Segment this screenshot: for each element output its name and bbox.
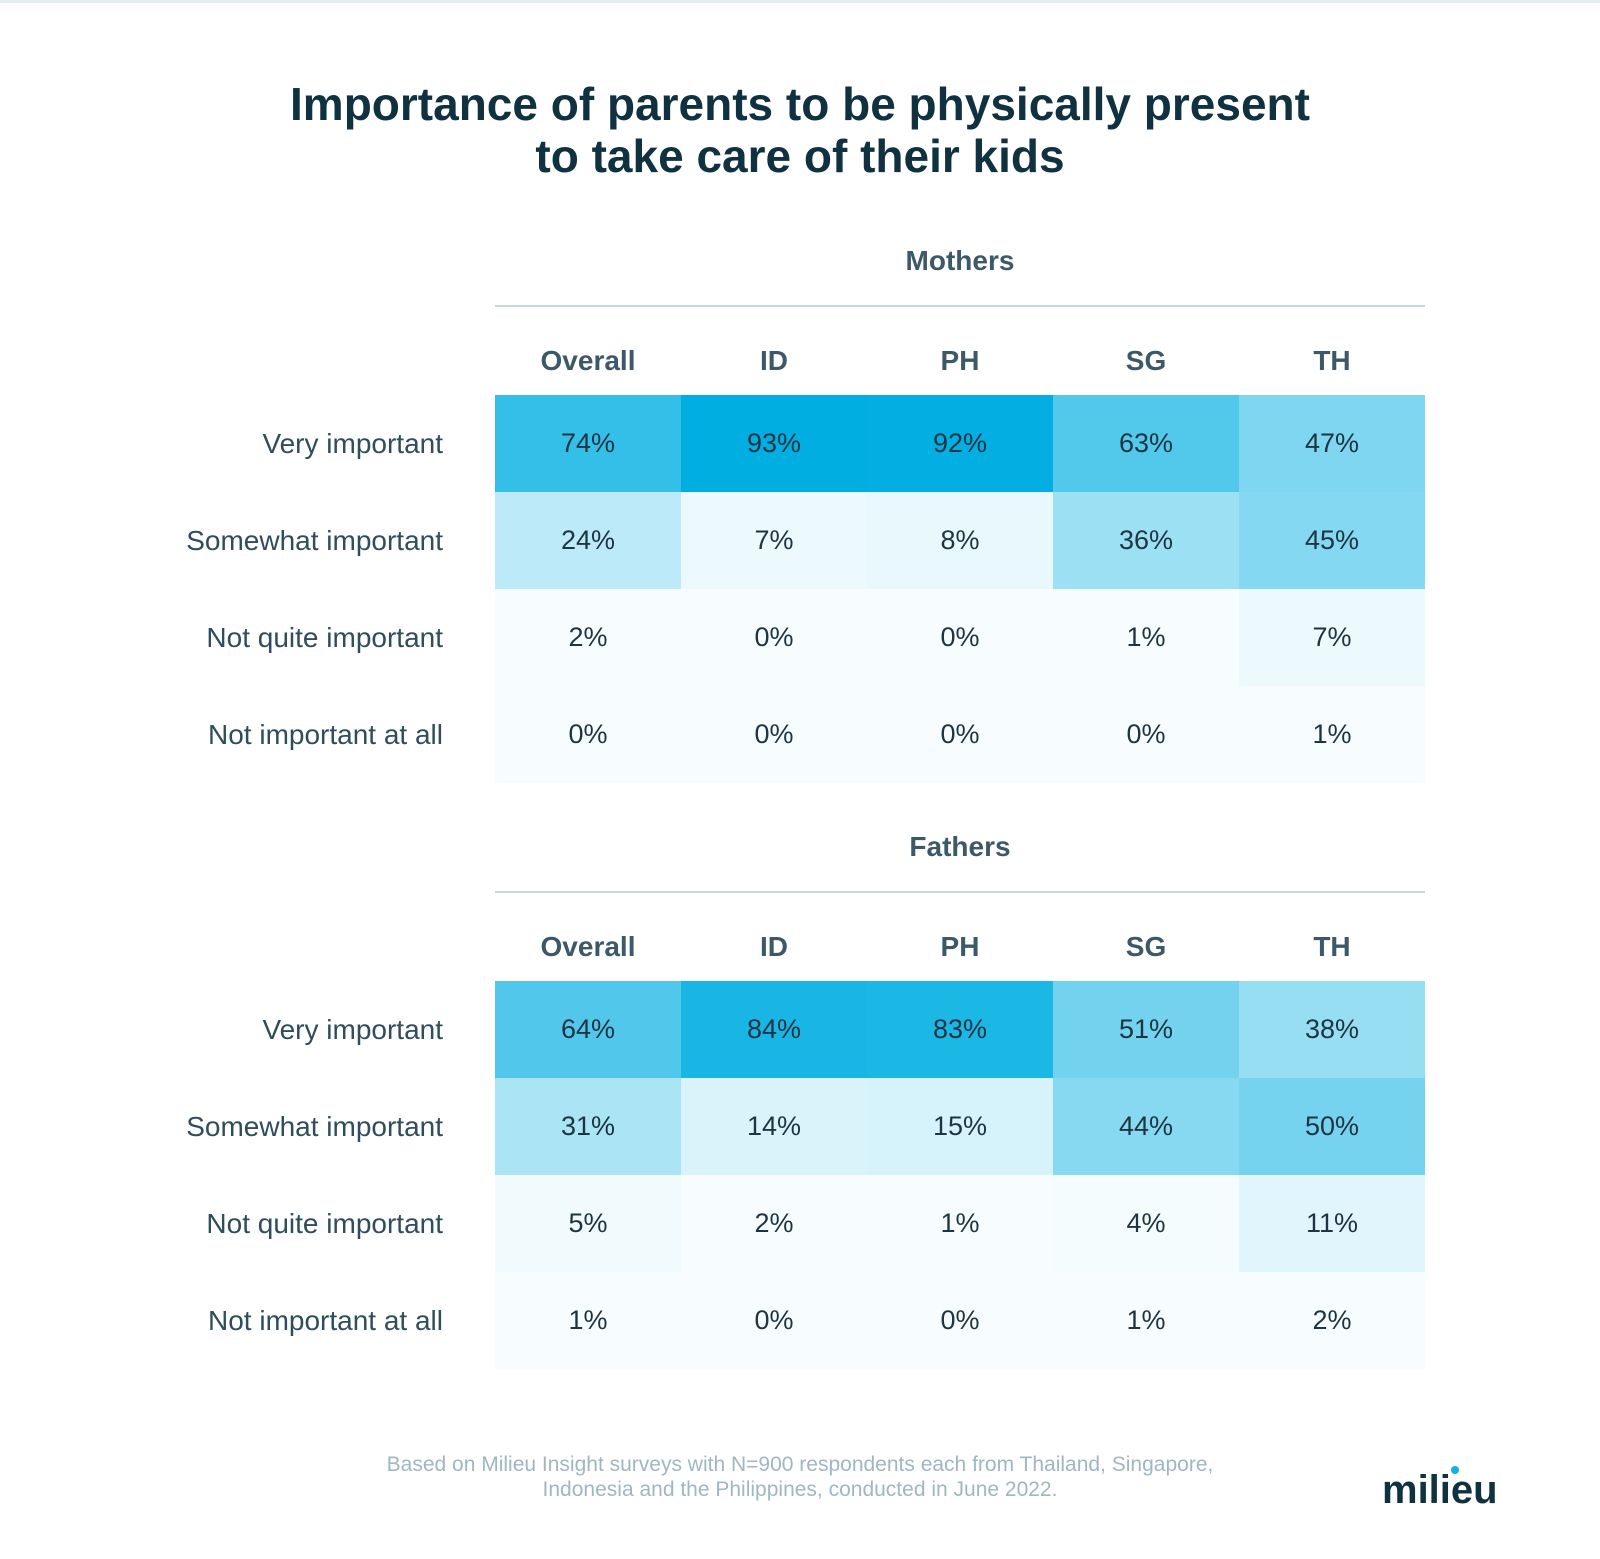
- heatmap-cell: 7%: [681, 492, 867, 589]
- heatmap-cell: 14%: [681, 1078, 867, 1175]
- column-header-th: TH: [1313, 931, 1351, 962]
- heatmap-cell: 5%: [495, 1175, 681, 1272]
- heatmap-cell: 1%: [867, 1175, 1053, 1272]
- panel-divider: [495, 891, 1425, 893]
- heatmap-cell: 47%: [1239, 395, 1425, 492]
- heatmap-cell: 45%: [1239, 492, 1425, 589]
- heatmap-cell: 4%: [1053, 1175, 1239, 1272]
- heatmap-cell: 7%: [1239, 589, 1425, 686]
- heatmap-cell: 0%: [681, 686, 867, 783]
- logo-dot-icon: [1451, 1466, 1459, 1474]
- chart-title: Importance of parents to be physically p…: [0, 78, 1600, 182]
- heatmap-cell: 63%: [1053, 395, 1239, 492]
- row-label-somewhat-important: Somewhat important: [186, 1111, 443, 1142]
- footnote-line-2: Indonesia and the Philippines, conducted…: [542, 1478, 1058, 1501]
- row-label-somewhat-important: Somewhat important: [186, 525, 443, 556]
- chart-title-line-2: to take care of their kids: [535, 130, 1065, 182]
- heatmap-cell: 36%: [1053, 492, 1239, 589]
- row-label-very-important: Very important: [262, 1014, 443, 1045]
- heatmap-cell: 38%: [1239, 981, 1425, 1078]
- heatmap-cell: 1%: [1053, 1272, 1239, 1369]
- heatmap-cell: 15%: [867, 1078, 1053, 1175]
- panel-title: Fathers: [909, 831, 1011, 862]
- heatmap-cell: 93%: [681, 395, 867, 492]
- row-label-not-quite-important: Not quite important: [206, 622, 443, 653]
- column-header-overall: Overall: [540, 345, 636, 376]
- heatmap-cell: 51%: [1053, 981, 1239, 1078]
- heatmap-cell: 44%: [1053, 1078, 1239, 1175]
- heatmap-cell: 0%: [867, 589, 1053, 686]
- row-label-not-important-at-all: Not important at all: [208, 1305, 443, 1336]
- heatmap-cell: 0%: [867, 1272, 1053, 1369]
- footnote-line-1: Based on Milieu Insight surveys with N=9…: [386, 1453, 1214, 1476]
- heatmap-cell: 1%: [1239, 686, 1425, 783]
- heatmap-cell: 31%: [495, 1078, 681, 1175]
- milieu-logo: milieu: [1382, 1468, 1498, 1512]
- panel-title: Mothers: [905, 245, 1015, 276]
- mothers-heatmap: Mothers Overall ID PH SG TH Very important 74%…: [0, 245, 1600, 785]
- source-footnote: Based on Milieu Insight surveys with N=9…: [300, 1452, 1300, 1502]
- heatmap-cell: 84%: [681, 981, 867, 1078]
- column-header-id: ID: [760, 931, 788, 962]
- heatmap-cell: 1%: [495, 1272, 681, 1369]
- column-header-ph: PH: [940, 931, 980, 962]
- panel-divider: [495, 305, 1425, 307]
- row-label-not-important-at-all: Not important at all: [208, 719, 443, 750]
- heatmap-cell: 74%: [495, 395, 681, 492]
- heatmap-cell: 92%: [867, 395, 1053, 492]
- top-border: [0, 0, 1600, 3]
- heatmap-cell: 2%: [681, 1175, 867, 1272]
- heatmap-cell: 1%: [1053, 589, 1239, 686]
- heatmap-cell: 0%: [1053, 686, 1239, 783]
- chart-title-line-1: Importance of parents to be physically p…: [290, 78, 1310, 130]
- column-header-sg: SG: [1125, 931, 1167, 962]
- heatmap-cell: 2%: [495, 589, 681, 686]
- column-header-id: ID: [760, 345, 788, 376]
- row-label-not-quite-important: Not quite important: [206, 1208, 443, 1239]
- heatmap-cell: 8%: [867, 492, 1053, 589]
- heatmap-cell: 0%: [867, 686, 1053, 783]
- heatmap-cell: 64%: [495, 981, 681, 1078]
- heatmap-cell: 2%: [1239, 1272, 1425, 1369]
- heatmap-cell: 0%: [495, 686, 681, 783]
- column-header-overall: Overall: [540, 931, 636, 962]
- row-label-very-important: Very important: [262, 428, 443, 459]
- heatmap-cell: 11%: [1239, 1175, 1425, 1272]
- fathers-heatmap: Fathers Overall ID PH SG TH Very important 64%…: [0, 831, 1600, 1371]
- column-header-ph: PH: [940, 345, 980, 376]
- heatmap-cell: 24%: [495, 492, 681, 589]
- heatmap-cell: 0%: [681, 589, 867, 686]
- heatmap-cell: 50%: [1239, 1078, 1425, 1175]
- heatmap-cell: 83%: [867, 981, 1053, 1078]
- column-header-sg: SG: [1125, 345, 1167, 376]
- column-header-th: TH: [1313, 345, 1351, 376]
- heatmap-cell: 0%: [681, 1272, 867, 1369]
